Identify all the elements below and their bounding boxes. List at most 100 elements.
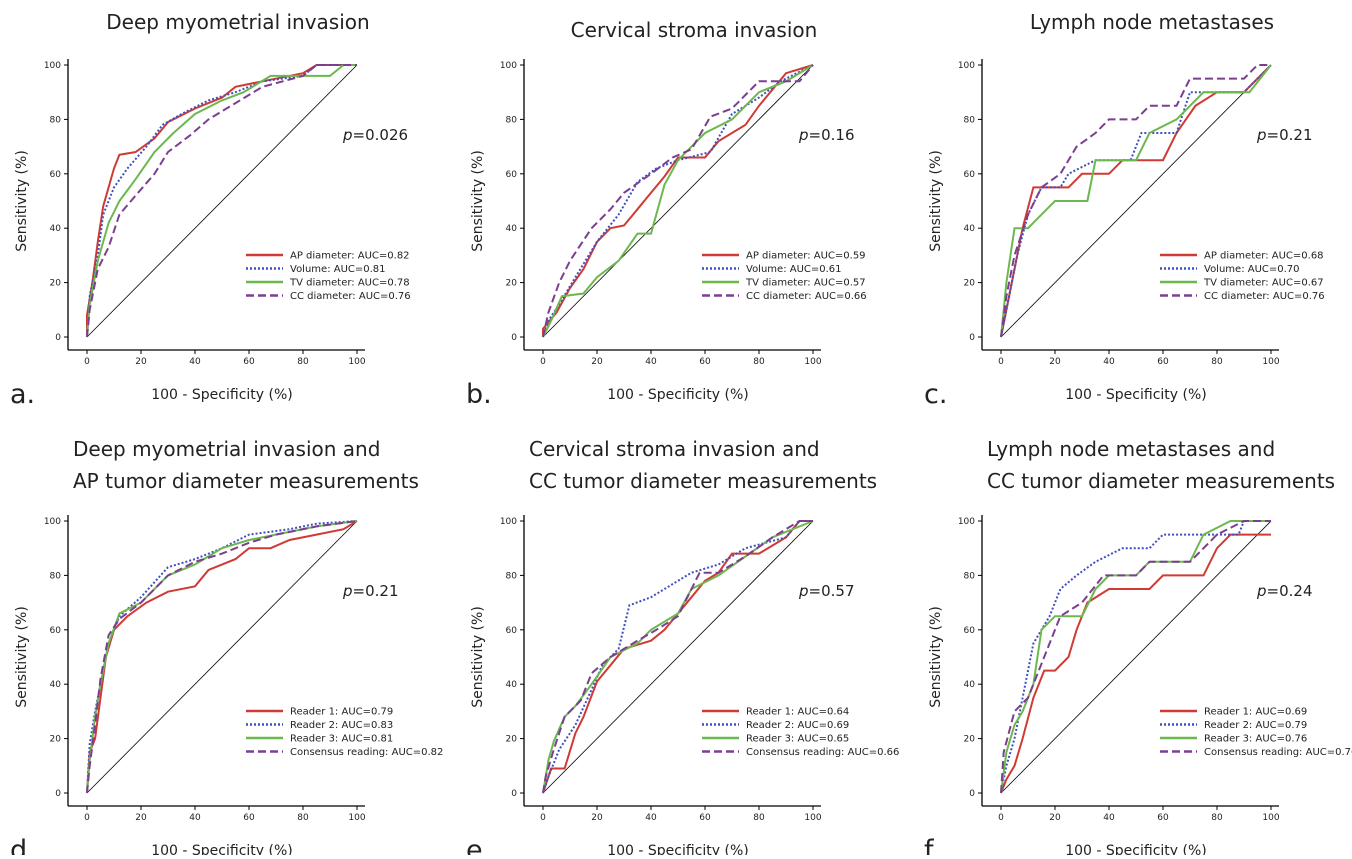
- legend-label: Reader 1: AUC=0.69: [1204, 707, 1307, 718]
- y-axis-label: Sensitivity (%): [14, 150, 30, 252]
- y-tick-label: 60: [964, 170, 976, 180]
- x-tick-label: 40: [1103, 813, 1115, 823]
- x-tick-label: 0: [540, 357, 546, 367]
- y-tick-label: 100: [44, 517, 61, 527]
- y-tick-label: 80: [964, 571, 976, 581]
- legend-label: Reader 1: AUC=0.79: [290, 707, 393, 718]
- reference-line: [86, 520, 358, 794]
- y-tick-label: 60: [50, 626, 62, 636]
- x-tick-label: 40: [1103, 357, 1115, 367]
- roc-curve: [86, 520, 358, 794]
- x-axis-label: 100 - Specificity (%): [151, 387, 293, 403]
- annotation-italic: p: [798, 126, 809, 144]
- panel-label: e.: [466, 835, 491, 855]
- roc-curve: [86, 64, 357, 338]
- x-tick-label: 100: [804, 813, 821, 823]
- roc-curve: [86, 520, 358, 794]
- x-tick-label: 80: [1211, 813, 1223, 823]
- x-tick-label: 80: [1211, 357, 1223, 367]
- annotation-italic: p: [1256, 126, 1267, 144]
- y-tick-label: 0: [55, 333, 61, 343]
- roc-curve: [86, 64, 357, 338]
- reference-line: [86, 64, 358, 338]
- chart-title: CC tumor diameter measurements: [987, 469, 1335, 493]
- legend-label: AP diameter: AUC=0.82: [290, 251, 410, 262]
- y-tick-label: 40: [964, 680, 976, 690]
- panel-label: a.: [10, 379, 35, 410]
- x-tick-label: 0: [540, 813, 546, 823]
- y-tick-label: 100: [958, 517, 975, 527]
- legend-label: Reader 2: AUC=0.79: [1204, 720, 1307, 731]
- x-tick-label: 80: [753, 357, 765, 367]
- chart-title: AP tumor diameter measurements: [73, 469, 419, 493]
- x-axis-label: 100 - Specificity (%): [1065, 843, 1207, 855]
- roc-curve: [1000, 533, 1271, 794]
- roc-curve: [542, 64, 814, 338]
- y-tick-label: 100: [500, 61, 517, 71]
- roc-curve: [542, 64, 814, 338]
- y-axis-label: Sensitivity (%): [928, 150, 944, 252]
- x-tick-label: 100: [348, 813, 365, 823]
- x-tick-label: 40: [645, 357, 657, 367]
- legend-label: Volume: AUC=0.81: [290, 264, 386, 275]
- legend-label: Consensus reading: AUC=0.66: [746, 747, 899, 758]
- annotation-italic: p: [1256, 582, 1267, 600]
- y-tick-label: 40: [964, 224, 976, 234]
- annotation-text: =0.026: [353, 126, 409, 144]
- legend-label: TV diameter: AUC=0.67: [1203, 278, 1324, 289]
- y-axis-label: Sensitivity (%): [470, 606, 486, 708]
- y-tick-label: 40: [50, 680, 62, 690]
- chart-title: Deep myometrial invasion and: [73, 437, 380, 461]
- x-tick-label: 20: [1049, 357, 1061, 367]
- y-tick-label: 20: [50, 735, 62, 745]
- y-tick-label: 60: [506, 170, 518, 180]
- panel-label: f.: [924, 835, 940, 855]
- x-tick-label: 20: [591, 357, 603, 367]
- roc-curve: [542, 520, 813, 794]
- y-tick-label: 80: [506, 115, 518, 125]
- legend-label: Reader 2: AUC=0.69: [746, 720, 849, 731]
- annotation: p=0.24: [1256, 582, 1313, 600]
- legend-label: Reader 3: AUC=0.65: [746, 734, 849, 745]
- y-tick-label: 60: [964, 626, 976, 636]
- x-tick-label: 80: [753, 813, 765, 823]
- x-axis-label: 100 - Specificity (%): [151, 843, 293, 855]
- panel-label: c.: [924, 379, 947, 410]
- roc-curve: [542, 520, 814, 794]
- x-axis-label: 100 - Specificity (%): [607, 387, 749, 403]
- reference-line: [542, 520, 814, 794]
- x-tick-label: 20: [1049, 813, 1061, 823]
- legend-label: Reader 1: AUC=0.64: [746, 707, 849, 718]
- legend-label: Consensus reading: AUC=0.76: [1204, 747, 1352, 758]
- x-tick-label: 100: [1262, 357, 1279, 367]
- annotation-text: =0.57: [809, 582, 855, 600]
- x-axis-label: 100 - Specificity (%): [607, 843, 749, 855]
- x-tick-label: 20: [591, 813, 603, 823]
- annotation-italic: p: [342, 126, 353, 144]
- roc-curve: [542, 64, 814, 337]
- x-tick-label: 100: [804, 357, 821, 367]
- x-tick-label: 0: [998, 357, 1004, 367]
- annotation-text: =0.21: [353, 582, 399, 600]
- roc-curve: [86, 520, 358, 794]
- reference-line: [1000, 520, 1272, 794]
- annotation-italic: p: [342, 582, 353, 600]
- roc-curve: [1000, 520, 1271, 794]
- chart-title: Cervical stroma invasion and: [529, 437, 820, 461]
- x-tick-label: 20: [135, 813, 147, 823]
- annotation-text: =0.16: [809, 126, 855, 144]
- legend-label: CC diameter: AUC=0.76: [1204, 291, 1325, 302]
- legend-label: Reader 3: AUC=0.76: [1204, 734, 1307, 745]
- y-tick-label: 20: [506, 279, 518, 289]
- y-tick-label: 100: [500, 517, 517, 527]
- y-tick-label: 100: [958, 61, 975, 71]
- y-tick-label: 0: [969, 333, 975, 343]
- annotation: p=0.16: [798, 126, 855, 144]
- roc-curve: [1000, 64, 1271, 338]
- roc-curve: [1000, 64, 1272, 338]
- y-tick-label: 80: [506, 571, 518, 581]
- x-tick-label: 60: [1157, 357, 1169, 367]
- y-tick-label: 60: [50, 170, 62, 180]
